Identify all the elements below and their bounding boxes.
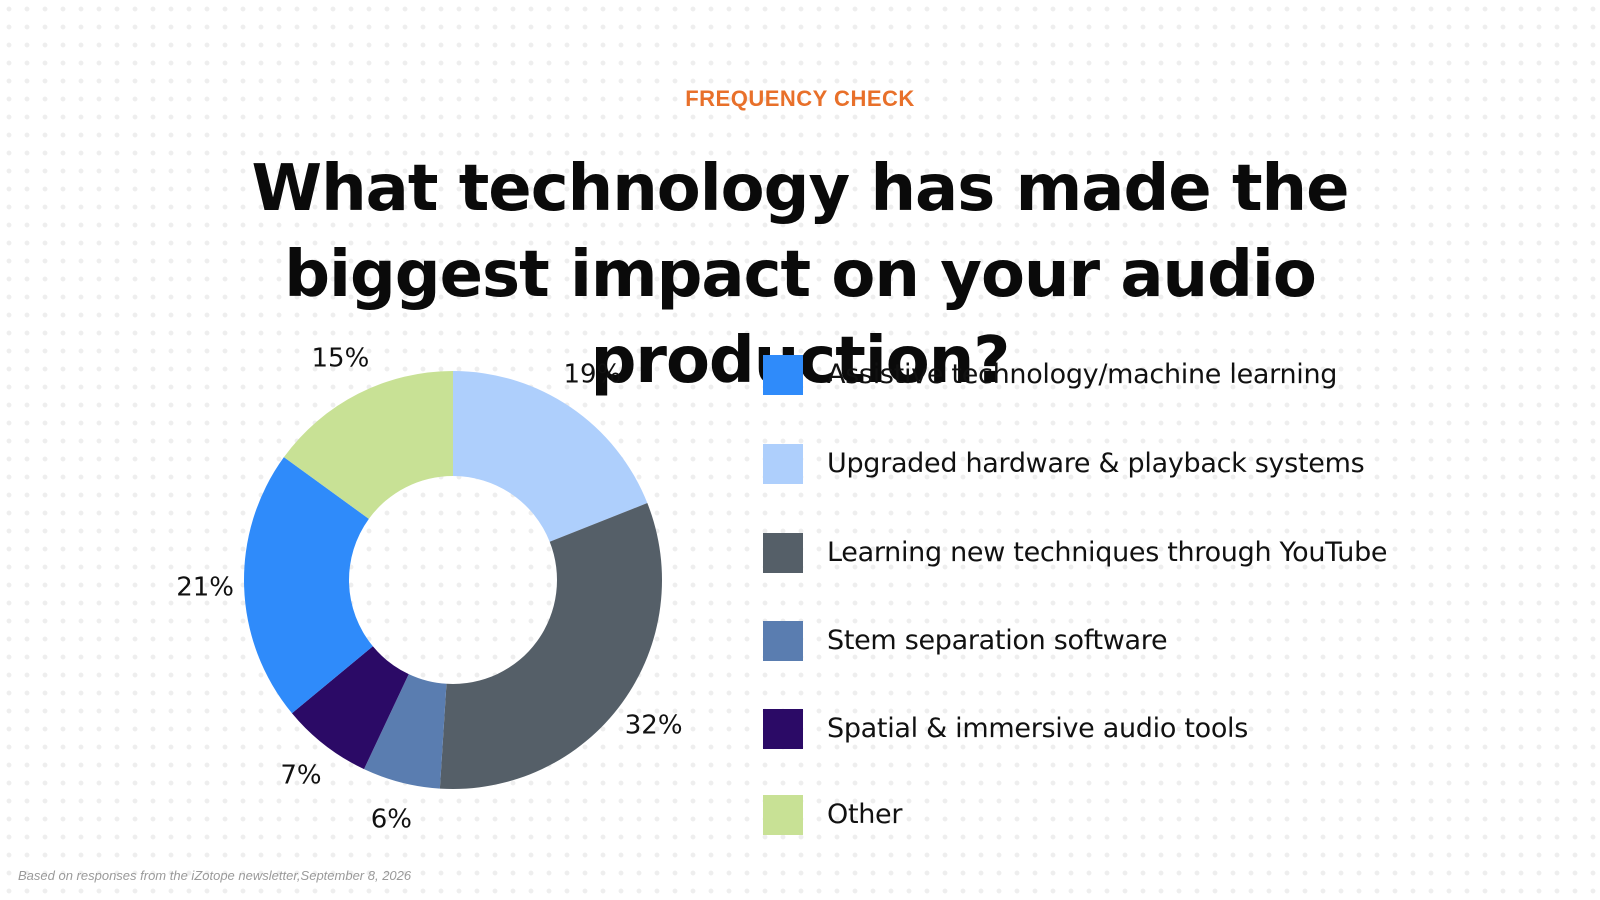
slice-percent-label: 19%: [563, 359, 621, 389]
slice-percent-label: 6%: [371, 805, 412, 835]
legend-swatch: [763, 795, 803, 835]
slice-percent-label: 15%: [312, 344, 370, 374]
legend-label: Upgraded hardware & playback systems: [827, 448, 1365, 479]
legend-item-youtube-learning: Learning new techniques through YouTube: [763, 533, 1543, 575]
legend-item-assistive-technology: Assistive technology/machine learning: [763, 355, 1543, 397]
donut-slice: [439, 503, 662, 789]
legend-swatch: [763, 355, 803, 395]
legend-item-stem-separation: Stem separation software: [763, 621, 1543, 663]
legend-item-spatial-audio: Spatial & immersive audio tools: [763, 709, 1543, 751]
legend-swatch: [763, 709, 803, 749]
donut-slice: [453, 371, 648, 542]
donut-slice: [243, 457, 373, 714]
eyebrow-label: FREQUENCY CHECK: [685, 86, 915, 111]
donut-slice: [291, 646, 409, 770]
legend-item-other: Other: [763, 795, 1543, 837]
chart-title: What technology has made the biggest imp…: [251, 152, 1349, 398]
donut-slice: [364, 674, 447, 789]
legend-item-upgraded-hardware: Upgraded hardware & playback systems: [763, 444, 1543, 486]
legend-label: Assistive technology/machine learning: [827, 359, 1338, 390]
donut-chart: 19% 32% 6% 7% 21% 15%: [176, 344, 683, 835]
legend-swatch: [763, 533, 803, 573]
slice-percent-label: 7%: [280, 760, 321, 790]
legend-swatch: [763, 444, 803, 484]
legend-label: Spatial & immersive audio tools: [827, 713, 1249, 744]
slice-percent-label: 32%: [625, 710, 683, 740]
legend-label: Learning new techniques through YouTube: [827, 537, 1388, 568]
donut-slice: [283, 371, 453, 519]
slice-percent-label: 21%: [176, 572, 234, 602]
legend-swatch: [763, 621, 803, 661]
legend-label: Stem separation software: [827, 625, 1168, 656]
source-footnote: Based on responses from the iZotope news…: [18, 868, 412, 883]
legend-label: Other: [827, 799, 903, 830]
